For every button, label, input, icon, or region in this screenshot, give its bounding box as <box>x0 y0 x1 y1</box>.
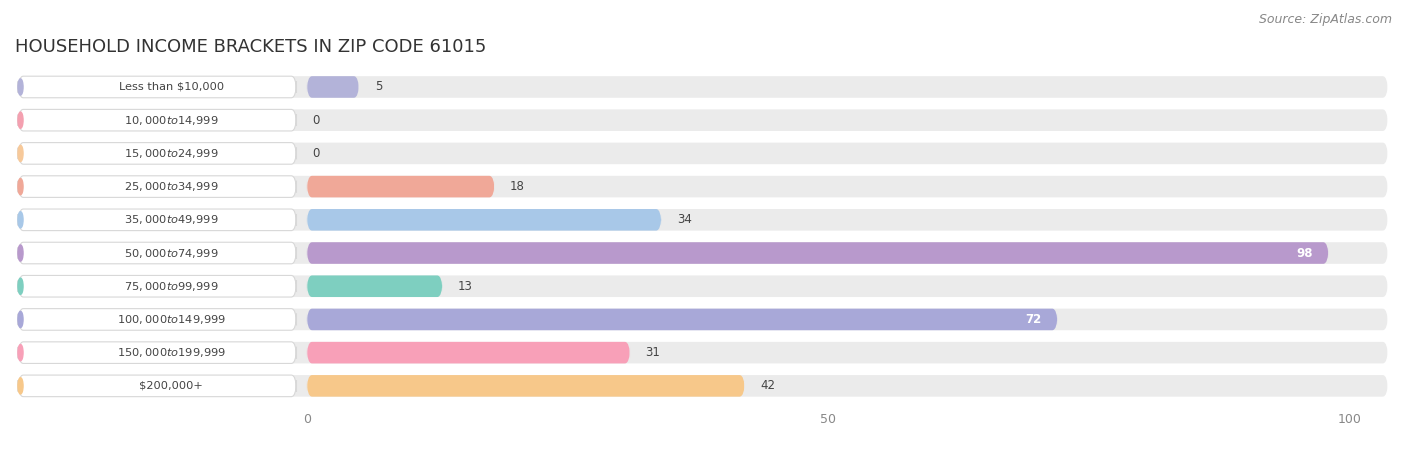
Text: 0: 0 <box>312 147 319 160</box>
Circle shape <box>18 79 22 95</box>
FancyBboxPatch shape <box>18 209 297 230</box>
Text: $50,000 to $74,999: $50,000 to $74,999 <box>124 247 218 260</box>
Circle shape <box>18 378 22 394</box>
FancyBboxPatch shape <box>18 275 1388 297</box>
Text: 72: 72 <box>1025 313 1042 326</box>
FancyBboxPatch shape <box>18 375 297 396</box>
FancyBboxPatch shape <box>307 275 443 297</box>
Circle shape <box>18 245 22 261</box>
Text: 0: 0 <box>312 114 319 127</box>
Circle shape <box>18 179 22 195</box>
FancyBboxPatch shape <box>18 76 1388 98</box>
Circle shape <box>18 112 22 128</box>
FancyBboxPatch shape <box>307 242 1329 264</box>
Circle shape <box>18 278 22 294</box>
FancyBboxPatch shape <box>18 375 1388 396</box>
FancyBboxPatch shape <box>307 176 495 198</box>
FancyBboxPatch shape <box>18 242 297 264</box>
FancyBboxPatch shape <box>307 342 630 364</box>
Text: $35,000 to $49,999: $35,000 to $49,999 <box>124 213 218 226</box>
Text: $10,000 to $14,999: $10,000 to $14,999 <box>124 114 218 127</box>
FancyBboxPatch shape <box>18 342 297 364</box>
Text: $200,000+: $200,000+ <box>139 381 202 391</box>
FancyBboxPatch shape <box>18 275 297 297</box>
FancyBboxPatch shape <box>18 76 297 98</box>
FancyBboxPatch shape <box>307 76 359 98</box>
Text: $15,000 to $24,999: $15,000 to $24,999 <box>124 147 218 160</box>
Circle shape <box>18 145 22 162</box>
FancyBboxPatch shape <box>307 209 661 230</box>
Text: $75,000 to $99,999: $75,000 to $99,999 <box>124 280 218 293</box>
FancyBboxPatch shape <box>18 176 1388 198</box>
Text: 34: 34 <box>676 213 692 226</box>
FancyBboxPatch shape <box>18 143 297 164</box>
FancyBboxPatch shape <box>18 309 297 330</box>
Circle shape <box>18 212 22 228</box>
FancyBboxPatch shape <box>18 109 297 131</box>
FancyBboxPatch shape <box>18 109 1388 131</box>
Text: 98: 98 <box>1296 247 1313 260</box>
FancyBboxPatch shape <box>18 176 297 198</box>
Text: Source: ZipAtlas.com: Source: ZipAtlas.com <box>1258 14 1392 27</box>
Text: $100,000 to $149,999: $100,000 to $149,999 <box>117 313 226 326</box>
Text: $150,000 to $199,999: $150,000 to $199,999 <box>117 346 226 359</box>
FancyBboxPatch shape <box>18 309 1388 330</box>
Text: 18: 18 <box>510 180 524 193</box>
Text: $25,000 to $34,999: $25,000 to $34,999 <box>124 180 218 193</box>
Text: 42: 42 <box>761 379 775 392</box>
Circle shape <box>18 311 22 328</box>
FancyBboxPatch shape <box>307 375 745 396</box>
Circle shape <box>18 345 22 361</box>
Text: 5: 5 <box>374 81 382 94</box>
Text: HOUSEHOLD INCOME BRACKETS IN ZIP CODE 61015: HOUSEHOLD INCOME BRACKETS IN ZIP CODE 61… <box>15 37 486 55</box>
FancyBboxPatch shape <box>18 242 1388 264</box>
Text: 31: 31 <box>645 346 661 359</box>
FancyBboxPatch shape <box>307 309 1057 330</box>
Text: 13: 13 <box>458 280 472 293</box>
FancyBboxPatch shape <box>18 342 1388 364</box>
FancyBboxPatch shape <box>18 209 1388 230</box>
FancyBboxPatch shape <box>18 143 1388 164</box>
Text: Less than $10,000: Less than $10,000 <box>118 82 224 92</box>
